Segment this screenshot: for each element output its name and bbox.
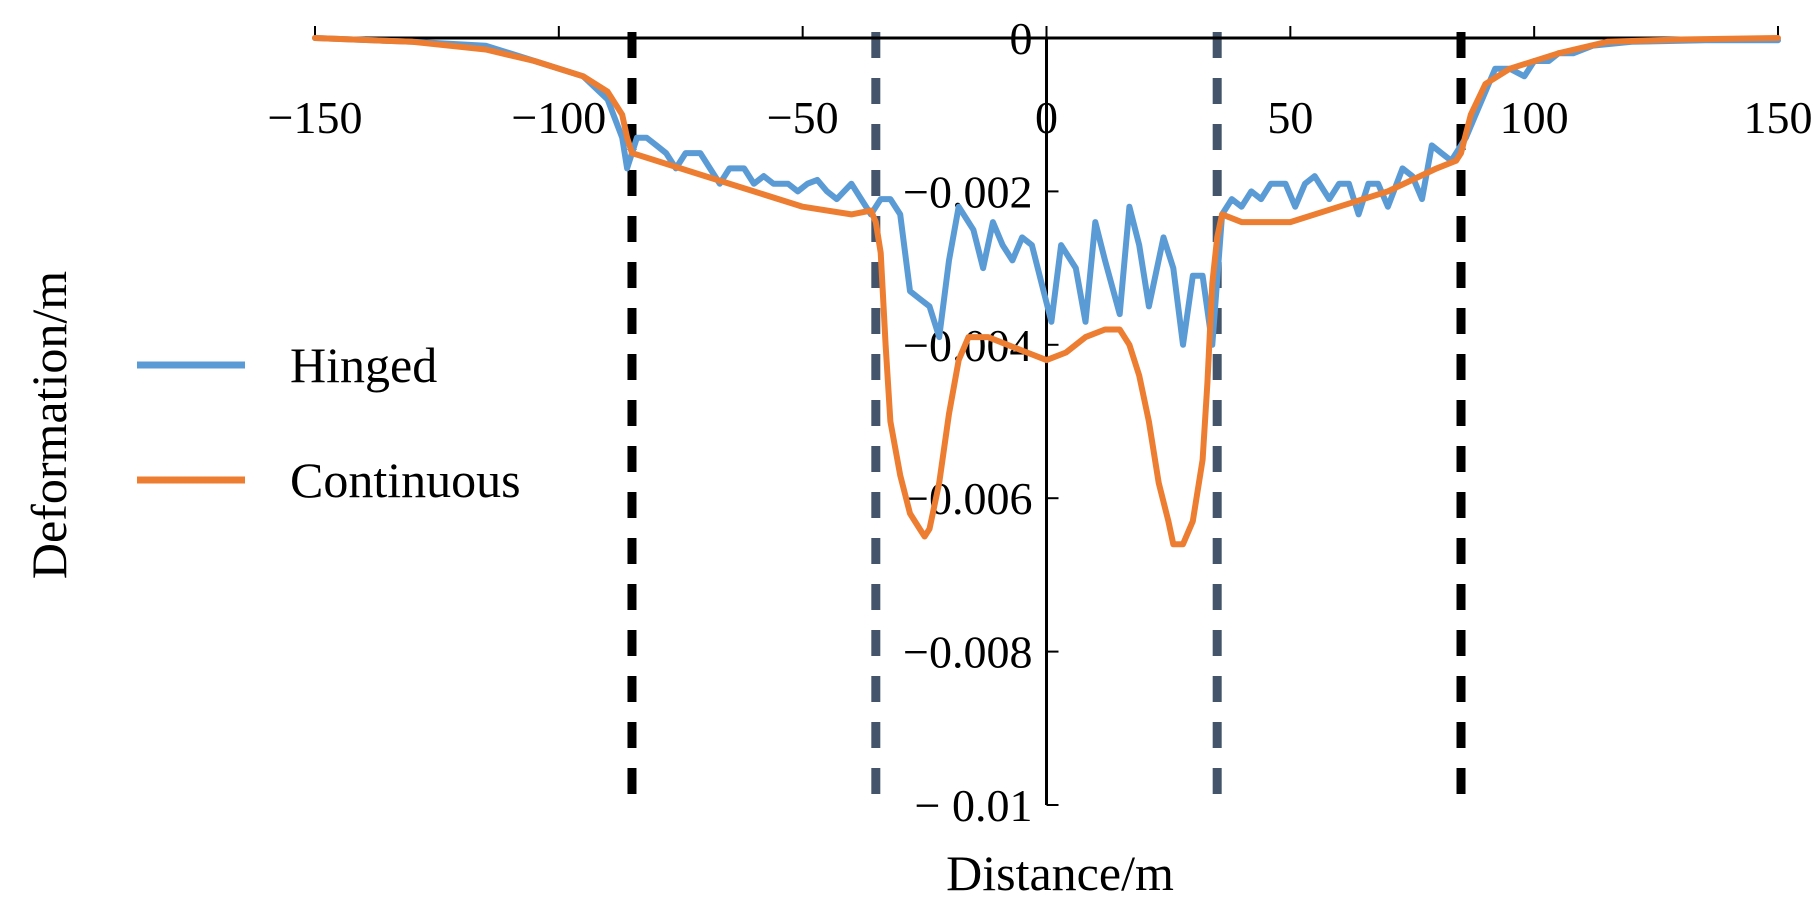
y-tick-label: −0.006: [903, 473, 1032, 524]
x-axis-title: Distance/m: [946, 845, 1174, 901]
y-tick-label: − 0.01: [915, 780, 1033, 831]
y-axis-title: Deformation/m: [21, 271, 77, 579]
y-tick-label: −0.008: [903, 627, 1032, 678]
axes: [315, 36, 1778, 805]
y-tick-label: −0.002: [903, 166, 1032, 217]
x-tick-label: 0: [1035, 92, 1058, 143]
x-tick-label: −100: [511, 92, 606, 143]
x-tick-label: 150: [1744, 92, 1813, 143]
x-tick-label: −150: [268, 92, 363, 143]
series-lines: [312, 35, 1781, 548]
legend-label-continuous: Continuous: [290, 452, 521, 508]
series-line-continuous: [312, 35, 1781, 548]
x-tick-label: −50: [767, 92, 839, 143]
series-line-hinged: [312, 35, 1781, 348]
x-tick-label: 100: [1500, 92, 1569, 143]
x-tick-label: 50: [1267, 92, 1313, 143]
y-tick-label: 0: [1010, 13, 1033, 64]
x-ticks: −150 −100 −50 0 50 100 150: [268, 26, 1813, 143]
legend-label-hinged: Hinged: [290, 337, 437, 393]
legend: Hinged Continuous: [137, 337, 521, 508]
reference-lines: [627, 32, 1466, 807]
